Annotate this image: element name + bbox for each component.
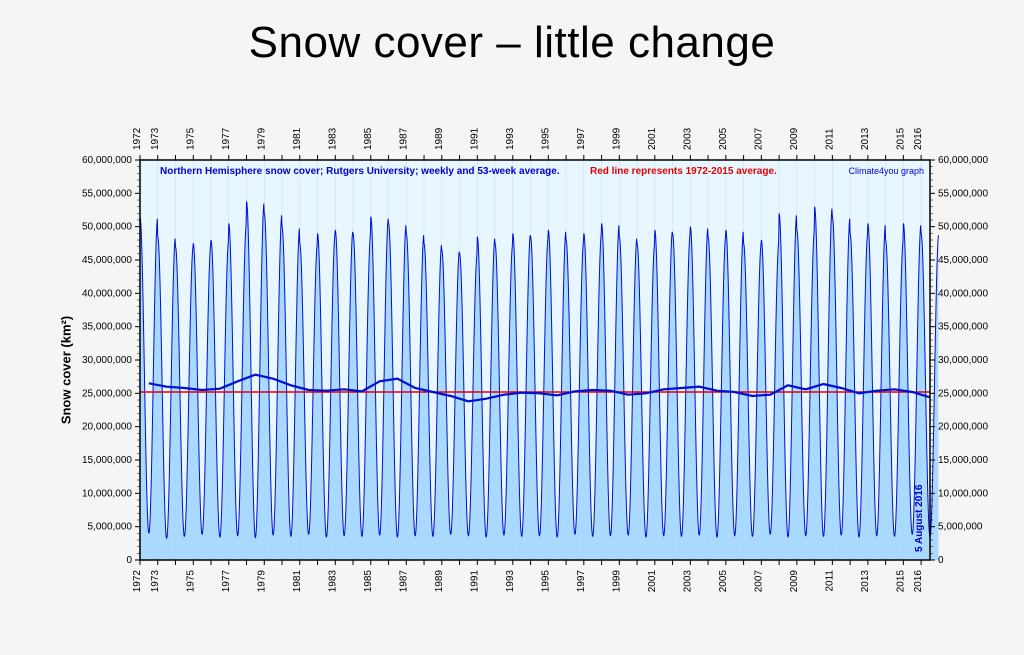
svg-text:2009: 2009 [789,570,800,593]
svg-text:1991: 1991 [469,127,480,150]
svg-text:60,000,000: 60,000,000 [938,155,988,166]
svg-text:30,000,000: 30,000,000 [938,355,988,366]
svg-text:1999: 1999 [611,127,622,150]
svg-text:2013: 2013 [860,570,871,593]
svg-text:1973: 1973 [150,127,161,150]
svg-text:40,000,000: 40,000,000 [938,288,988,299]
svg-text:35,000,000: 35,000,000 [82,322,132,333]
svg-text:2011: 2011 [824,570,835,592]
svg-text:20,000,000: 20,000,000 [938,422,988,433]
svg-text:1975: 1975 [185,127,196,150]
svg-text:1973: 1973 [150,570,161,593]
svg-text:5 August 2016: 5 August 2016 [914,484,925,552]
svg-text:2001: 2001 [647,127,658,150]
svg-text:2001: 2001 [647,570,658,593]
svg-text:1993: 1993 [505,127,516,150]
svg-text:1977: 1977 [221,127,232,150]
svg-text:1985: 1985 [363,570,374,593]
svg-text:1981: 1981 [292,127,303,150]
svg-text:Northern Hemisphere snow cover: Northern Hemisphere snow cover; Rutgers … [160,166,560,177]
svg-text:2013: 2013 [860,127,871,150]
svg-text:1999: 1999 [611,570,622,593]
svg-text:25,000,000: 25,000,000 [938,388,988,399]
svg-text:5,000,000: 5,000,000 [88,522,133,533]
svg-text:20,000,000: 20,000,000 [82,422,132,433]
svg-text:1972: 1972 [132,570,143,593]
svg-text:40,000,000: 40,000,000 [82,288,132,299]
svg-text:1972: 1972 [132,127,143,150]
svg-text:2015: 2015 [895,570,906,593]
svg-text:1979: 1979 [256,127,267,150]
svg-text:35,000,000: 35,000,000 [938,322,988,333]
svg-text:1997: 1997 [576,127,587,150]
svg-text:1983: 1983 [327,570,338,593]
svg-text:2015: 2015 [895,127,906,150]
svg-text:50,000,000: 50,000,000 [938,222,988,233]
page-title: Snow cover – little change [0,0,1024,68]
svg-text:1989: 1989 [434,127,445,150]
svg-text:1985: 1985 [363,127,374,150]
svg-text:2003: 2003 [682,570,693,593]
svg-text:1983: 1983 [327,127,338,150]
svg-text:2003: 2003 [682,127,693,150]
y-axis-label: Snow cover (km²) [59,316,74,424]
svg-text:1995: 1995 [540,570,551,593]
svg-text:2009: 2009 [789,127,800,150]
svg-text:55,000,000: 55,000,000 [938,188,988,199]
svg-text:1987: 1987 [398,127,409,150]
svg-text:2007: 2007 [753,127,764,150]
svg-text:1981: 1981 [292,570,303,593]
svg-text:2016: 2016 [913,127,924,150]
svg-text:0: 0 [126,555,132,566]
svg-text:2016: 2016 [913,570,924,593]
svg-text:1989: 1989 [434,570,445,593]
svg-text:15,000,000: 15,000,000 [938,455,988,466]
svg-text:10,000,000: 10,000,000 [938,488,988,499]
svg-text:1993: 1993 [505,570,516,593]
svg-text:45,000,000: 45,000,000 [938,255,988,266]
chart-svg: 0 0 5,000,000 5,000,000 10,000,000 10,000,000… [60,100,990,640]
svg-text:2005: 2005 [718,570,729,593]
svg-text:1995: 1995 [540,127,551,150]
svg-text:25,000,000: 25,000,000 [82,388,132,399]
svg-text:1987: 1987 [398,570,409,593]
svg-text:60,000,000: 60,000,000 [82,155,132,166]
svg-text:50,000,000: 50,000,000 [82,222,132,233]
svg-text:2007: 2007 [753,570,764,593]
svg-text:1991: 1991 [469,570,480,593]
svg-text:Climate4you graph: Climate4you graph [848,166,924,176]
svg-text:0: 0 [938,555,944,566]
svg-text:45,000,000: 45,000,000 [82,255,132,266]
svg-text:30,000,000: 30,000,000 [82,355,132,366]
svg-text:1979: 1979 [256,570,267,593]
svg-text:2011: 2011 [824,128,835,150]
svg-text:10,000,000: 10,000,000 [82,488,132,499]
snow-cover-chart: Snow cover (km²) 0 0 5,000,000 5,000,000 10,… [60,100,990,640]
svg-text:Red line represents 1972-2015: Red line represents 1972-2015 average. [590,166,777,177]
svg-text:2005: 2005 [718,127,729,150]
svg-text:1997: 1997 [576,570,587,593]
svg-text:15,000,000: 15,000,000 [82,455,132,466]
svg-text:1975: 1975 [185,570,196,593]
svg-text:1977: 1977 [221,570,232,593]
svg-text:55,000,000: 55,000,000 [82,188,132,199]
svg-text:5,000,000: 5,000,000 [938,522,983,533]
